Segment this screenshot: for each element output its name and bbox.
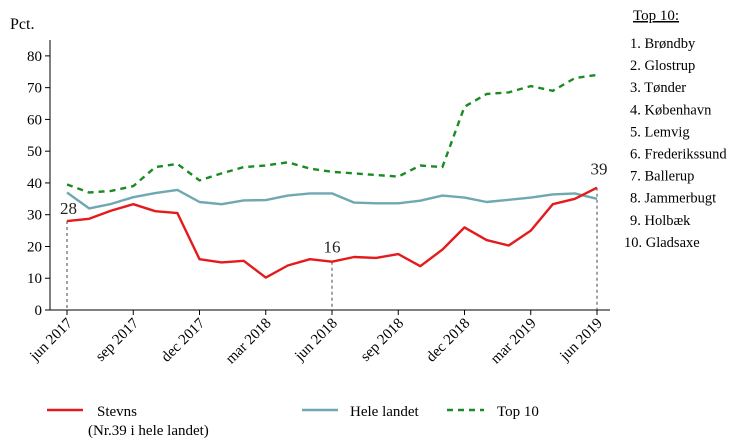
- ranking-item: 5. Lemvig: [630, 124, 690, 140]
- ranking-item: 9. Holbæk: [630, 213, 691, 229]
- ranking-title: Top 10:: [633, 8, 679, 24]
- x-tick-label: mar 2018: [223, 316, 275, 368]
- ranking-item: 8. Jammerbugt: [630, 191, 716, 207]
- x-tick-label: sep 2018: [358, 316, 407, 365]
- y-tick-label: 30: [27, 208, 42, 224]
- x-tick-label: jun 2018: [291, 316, 340, 365]
- x-tick-label: dec 2017: [158, 315, 208, 365]
- ranking-item: 10. Gladsaxe: [624, 235, 700, 251]
- y-axis: 0 10 20 30 40 50 60 70 80: [27, 40, 51, 319]
- series-line-top-10: [66, 73, 598, 194]
- ranking-item: 7. Ballerup: [630, 169, 694, 185]
- annotation-guides: [66, 187, 598, 310]
- data-label: 28: [60, 199, 77, 218]
- x-tick-label: jun 2017: [26, 315, 76, 365]
- ranking-item: 4. København: [630, 102, 712, 118]
- ranking-item: 1. Brøndby: [630, 36, 696, 52]
- series-line-hele-landet: [66, 188, 598, 210]
- legend-label-top-10: Top 10: [497, 404, 539, 420]
- y-tick-label: 80: [27, 49, 42, 65]
- x-tick-label: jun 2019: [556, 316, 605, 365]
- x-tick-label: sep 2017: [93, 315, 143, 365]
- legend: Stevns (Nr.39 i hele landet) Hele landet…: [47, 404, 539, 439]
- y-tick-label: 0: [35, 303, 43, 319]
- top-10-ranking: Top 10: 1. Brøndby 2. Glostrup 3. Tønder 4.…: [624, 8, 727, 251]
- y-tick-label: 50: [27, 144, 42, 160]
- data-label: 16: [324, 238, 341, 257]
- legend-sublabel-stevns: (Nr.39 i hele landet): [88, 423, 209, 439]
- y-tick-label: 70: [27, 81, 42, 97]
- y-tick-label: 10: [27, 271, 42, 287]
- data-label: 39: [591, 160, 608, 179]
- x-tick-label: mar 2019: [488, 316, 540, 368]
- y-tick-label: 20: [27, 239, 42, 255]
- ranking-item: 3. Tønder: [630, 80, 686, 96]
- legend-label-hele-landet: Hele landet: [350, 404, 420, 420]
- y-tick-label: 40: [27, 176, 42, 192]
- x-tick-label: dec 2018: [423, 316, 473, 366]
- x-axis: jun 2017 sep 2017 dec 2017 mar 2018 jun 2018…: [26, 309, 610, 368]
- y-axis-title: Pct.: [10, 16, 34, 33]
- ranking-item: 6. Frederikssund: [630, 147, 727, 163]
- series-group: [66, 73, 598, 279]
- legend-label-stevns: Stevns: [97, 404, 137, 420]
- y-tick-label: 60: [27, 112, 42, 128]
- series-line-stevns: [66, 186, 598, 279]
- ranking-item: 2. Glostrup: [630, 58, 695, 74]
- annotations: 28 16 39: [60, 160, 608, 257]
